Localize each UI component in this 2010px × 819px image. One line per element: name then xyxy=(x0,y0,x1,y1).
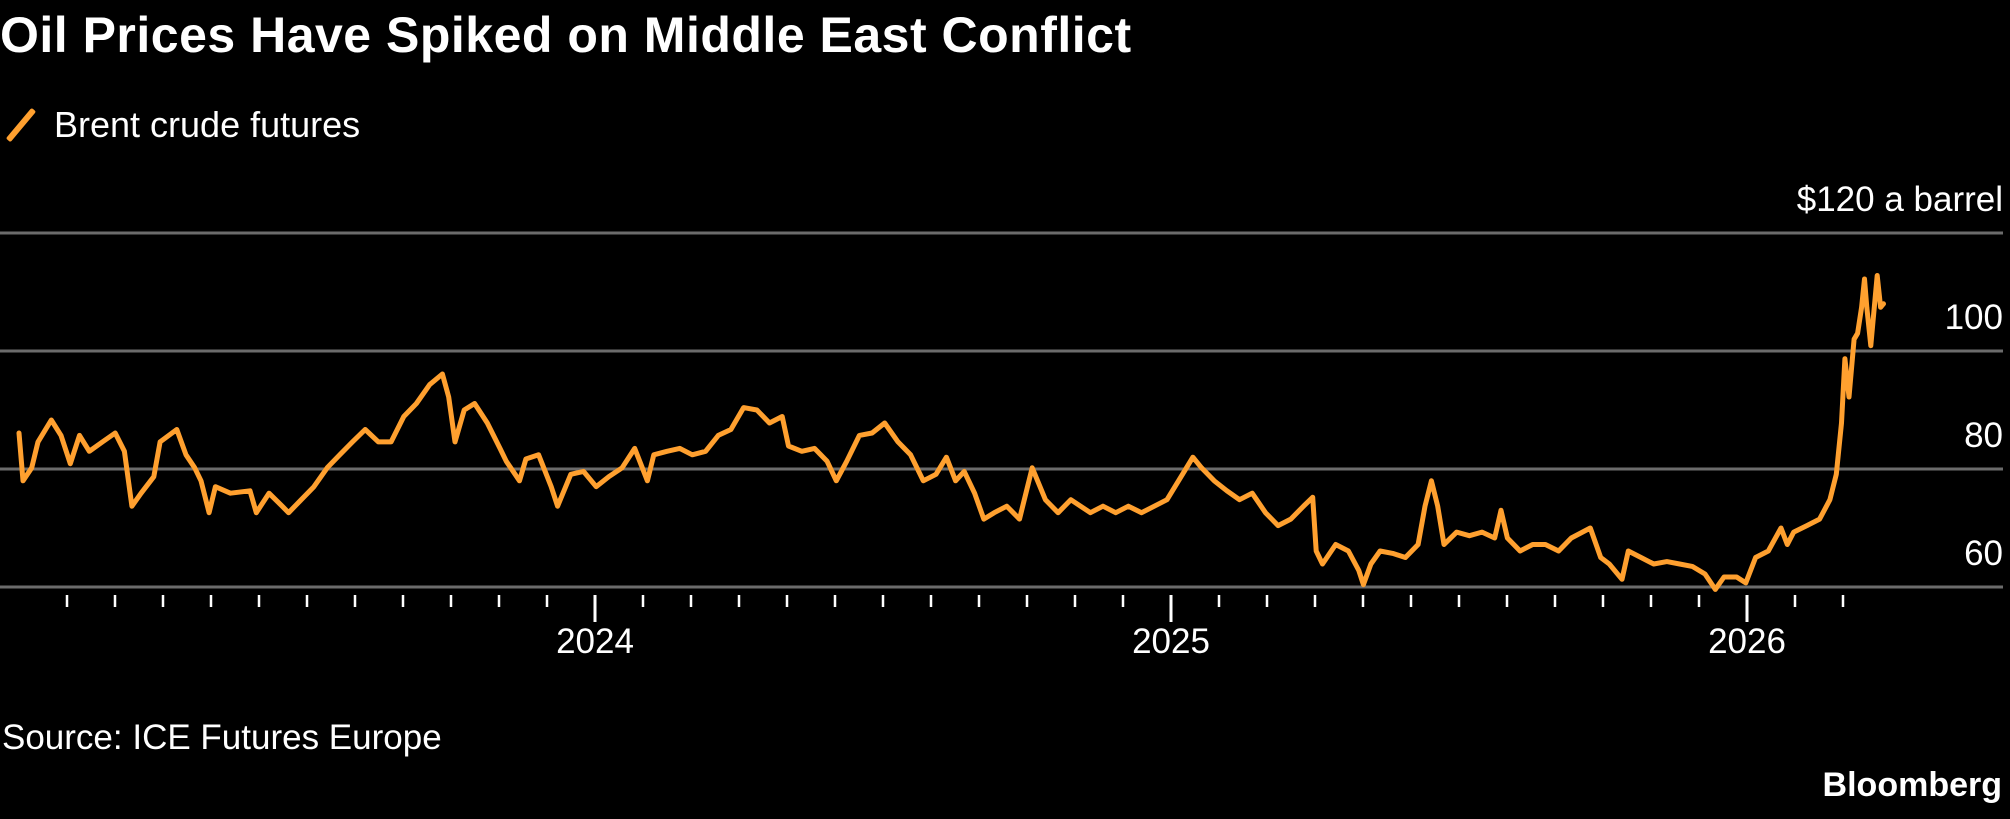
x-tick-label-2024: 2024 xyxy=(556,622,634,661)
y-tick-label-120: $120 a barrel xyxy=(1797,180,2003,219)
x-tick-label-2025: 2025 xyxy=(1132,622,1210,661)
legend-label: Brent crude futures xyxy=(54,104,361,145)
chart-title: Oil Prices Have Spiked on Middle East Co… xyxy=(0,7,1132,63)
y-tick-label-60: 60 xyxy=(1964,534,2003,573)
series-line-brent xyxy=(16,273,1886,592)
source-note: Source: ICE Futures Europe xyxy=(2,718,442,757)
x-tick-label-2026: 2026 xyxy=(1708,622,1786,661)
y-tick-label-80: 80 xyxy=(1964,416,2003,455)
bloomberg-logo: Bloomberg xyxy=(1822,766,2002,804)
y-tick-label-100: 100 xyxy=(1945,298,2003,337)
legend: Brent crude futures xyxy=(4,104,360,146)
